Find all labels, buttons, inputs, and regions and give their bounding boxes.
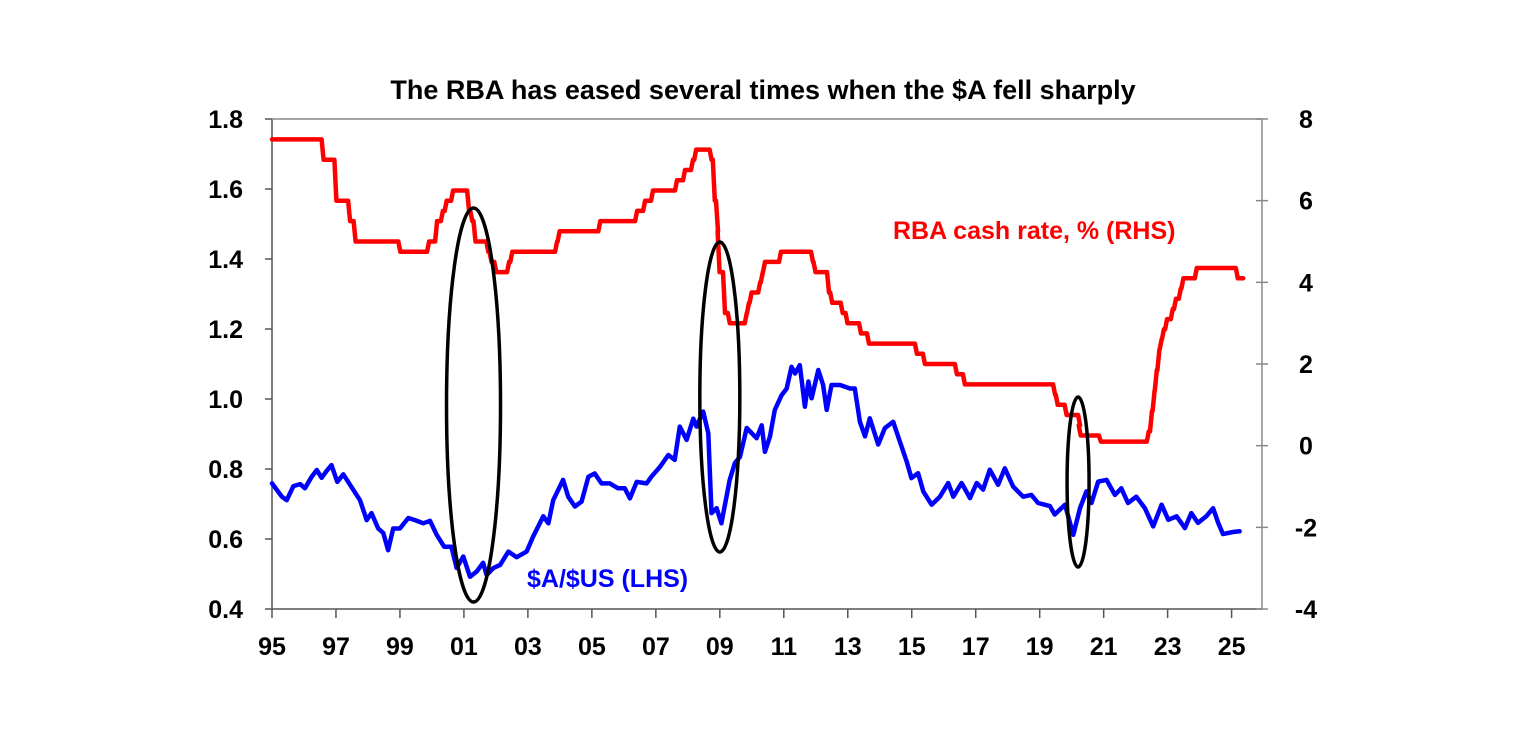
- left-tick-label: 1.8: [208, 106, 243, 134]
- series-layer: [269, 137, 1246, 580]
- right-tick-label: 8: [1299, 106, 1313, 134]
- x-tick-label: 11: [771, 633, 798, 661]
- right-tick-label: 4: [1299, 269, 1313, 297]
- right-tick-label: -4: [1295, 596, 1317, 624]
- x-tick-label: 21: [1090, 633, 1118, 661]
- annotation-ellipse: [698, 240, 742, 554]
- x-tick-label: 01: [450, 633, 478, 661]
- x-tick-label: 15: [898, 633, 926, 661]
- x-tick-label: 03: [514, 633, 542, 661]
- x-tick-label: 19: [1026, 633, 1054, 661]
- x-tick-label: 17: [962, 633, 990, 661]
- x-tick-label: 05: [578, 633, 606, 661]
- right-tick-label: -2: [1295, 514, 1317, 542]
- aud-series-label: $A/$US (LHS): [527, 565, 688, 593]
- x-tick-label: 07: [642, 633, 670, 661]
- left-tick-label: 1.2: [208, 316, 243, 344]
- left-tick-label: 0.4: [208, 596, 243, 624]
- rate-series-label: RBA cash rate, % (RHS): [893, 217, 1175, 245]
- x-tick-label: 97: [322, 633, 350, 661]
- left-tick-label: 1.4: [208, 246, 243, 274]
- x-tick-label: 09: [706, 633, 734, 661]
- left-tick-label: 0.8: [208, 456, 243, 484]
- right-tick-label: 6: [1299, 188, 1313, 216]
- aud-usd-line: [269, 362, 1242, 580]
- left-tick-label: 0.6: [208, 526, 243, 554]
- left-tick-label: 1.6: [208, 176, 243, 204]
- right-tick-label: 0: [1299, 433, 1313, 461]
- x-tick-label: 13: [834, 633, 862, 661]
- annotation-ellipse: [444, 206, 503, 604]
- x-tick-label: 99: [386, 633, 414, 661]
- left-tick-label: 1.0: [208, 386, 243, 414]
- right-tick-label: 2: [1299, 351, 1313, 379]
- chart-title: The RBA has eased several times when the…: [390, 75, 1135, 105]
- axes: 0.4 0.6 0.8 1.0 1.2 1.4 1.6 1.8 -4 -2 0 2 4 6 8 95 97 99 0…: [208, 106, 1317, 661]
- annotation-ellipses: [444, 206, 1091, 604]
- x-tick-label: 95: [258, 633, 286, 661]
- x-tick-label: 25: [1218, 633, 1246, 661]
- rba-cash-rate-line: [269, 137, 1246, 444]
- annotation-ellipse: [1065, 395, 1091, 569]
- x-tick-label: 23: [1154, 633, 1182, 661]
